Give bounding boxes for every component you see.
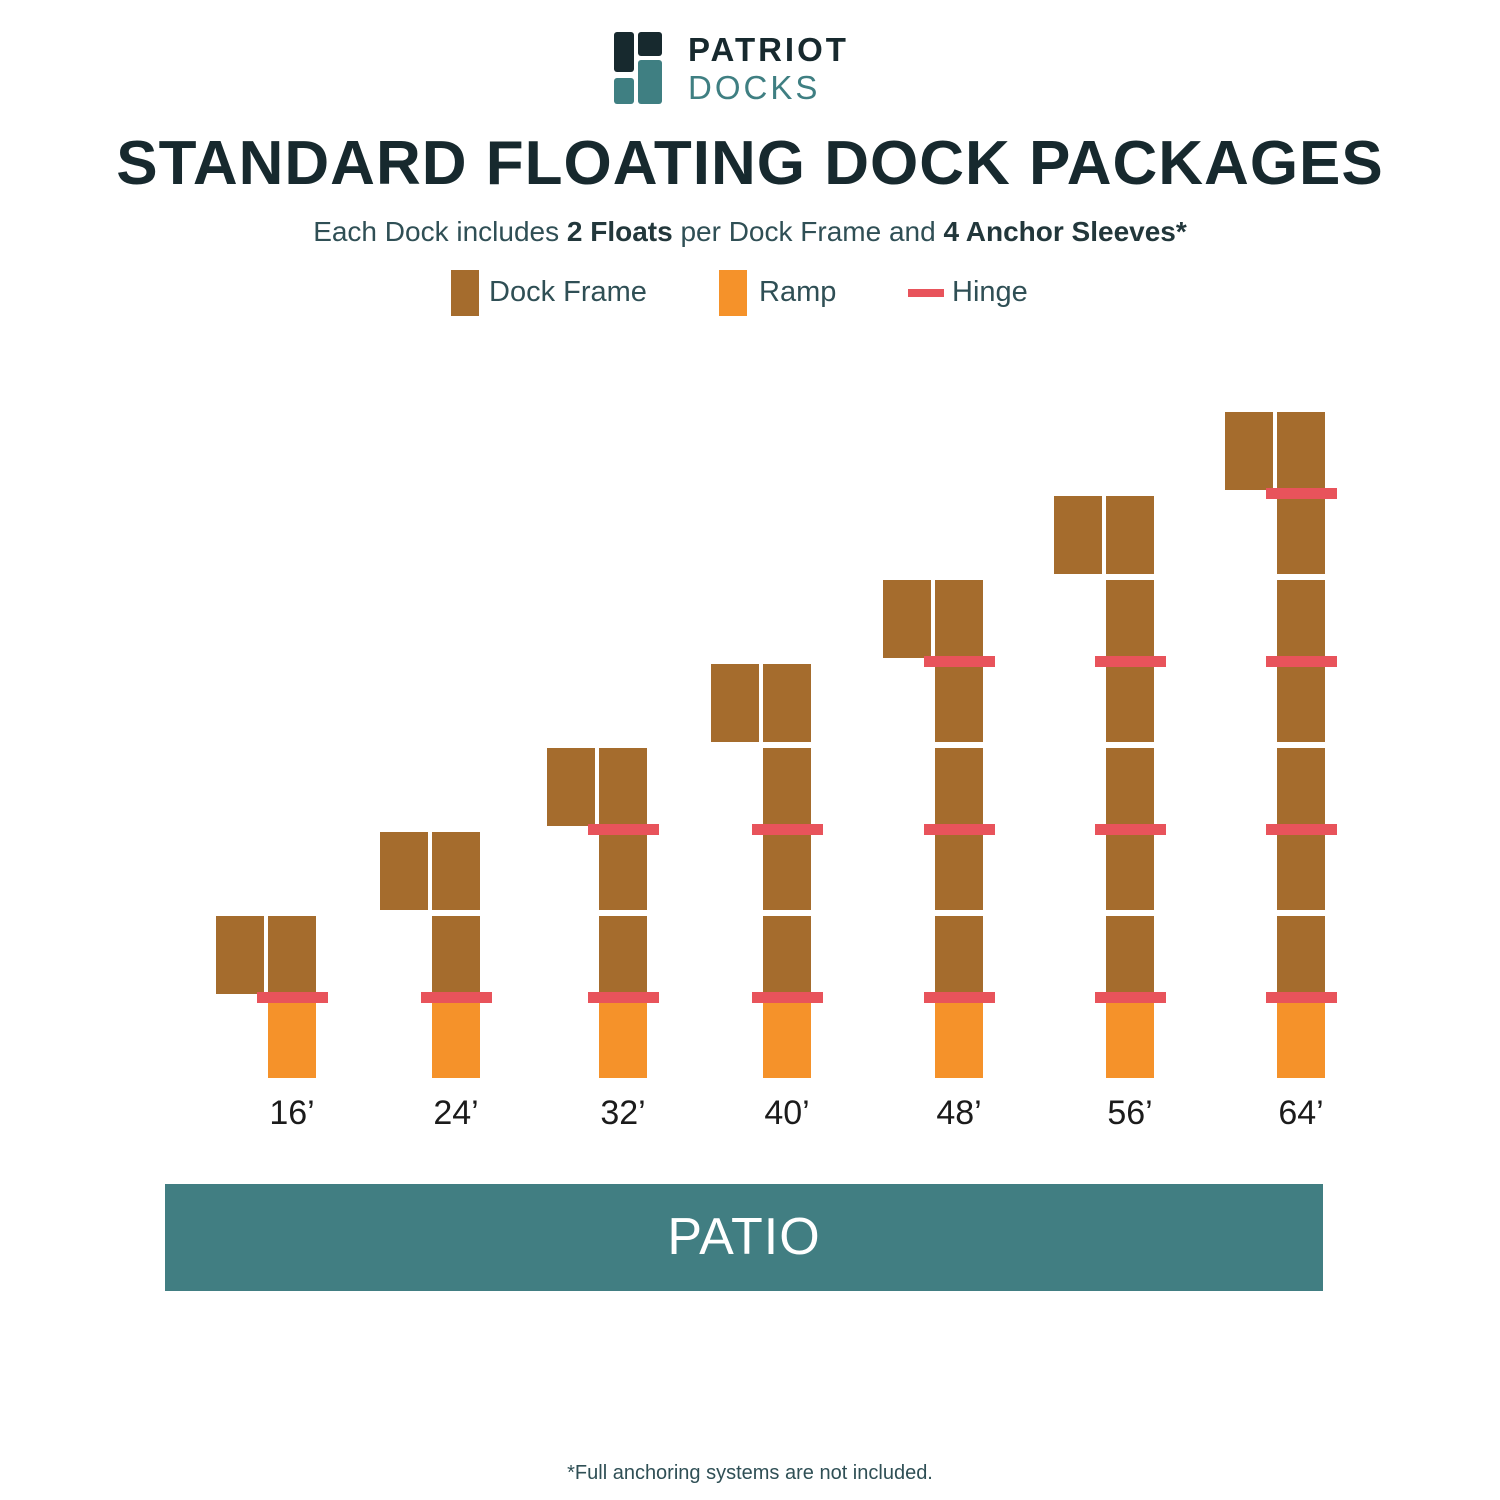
legend-label-hinge: Hinge [952,276,1028,308]
logo-wordmark: PATRIOT DOCKS [688,32,849,106]
dock-frame [432,916,480,994]
hinge [588,992,659,1003]
logo-line-1: PATRIOT [688,31,849,68]
subtitle-floats: 2 Floats [566,216,673,247]
ramp [432,1002,480,1078]
dock-frame [1277,916,1325,994]
legend-label-ramp: Ramp [759,276,837,308]
dock-frame [1106,580,1154,658]
patio-bar: PATIO [165,1184,1323,1291]
dock-frame [216,916,264,994]
dock-frame [380,832,428,910]
dock-frame [547,748,595,826]
hinge [1095,656,1166,667]
dock-frame [1277,748,1325,826]
ramp [935,1002,983,1078]
ramp [599,1002,647,1078]
package-size-label: 48’ [936,1094,982,1132]
hinge [1095,992,1166,1003]
hinge [1095,824,1166,835]
subtitle: Each Dock includes 2 Floats per Dock Fra… [0,216,1500,248]
dock-frame-swatch-icon [451,270,479,316]
dock-frame [599,748,647,826]
dock-frame [599,916,647,994]
dock-frame [1054,496,1102,574]
legend: Dock Frame Ramp Hinge [451,270,1051,318]
dock-frame [935,580,983,658]
dock-frame [1106,748,1154,826]
dock-frame [935,916,983,994]
hinge [752,824,823,835]
ramp-swatch-icon [719,270,747,316]
subtitle-sleeves: 4 Anchor Sleeves [943,216,1176,247]
hinge [1266,488,1337,499]
dock-frame [935,664,983,742]
package-size-label: 40’ [764,1094,810,1132]
ramp [1106,1002,1154,1078]
package-size-label: 64’ [1278,1094,1324,1132]
hinge [1266,992,1337,1003]
dock-frame [432,832,480,910]
subtitle-middle: per Dock Frame and [672,216,944,247]
dock-frame [1277,496,1325,574]
hinge [924,992,995,1003]
package-size-label: 24’ [433,1094,479,1132]
hinge [257,992,328,1003]
ramp [1277,1002,1325,1078]
package-size-label: 32’ [600,1094,646,1132]
dock-frame [1106,496,1154,574]
subtitle-suffix: * [1175,216,1187,247]
dock-frame [1106,916,1154,994]
dock-frame [1225,412,1273,490]
logo-line-2: DOCKS [688,69,821,106]
logo-mark-icon [614,32,662,104]
dock-frame [1277,832,1325,910]
legend-label-frame: Dock Frame [489,276,647,308]
dock-frame [1106,832,1154,910]
dock-frame [1277,580,1325,658]
hinge [421,992,492,1003]
ramp [763,1002,811,1078]
dock-frame [268,916,316,994]
dock-frame [935,832,983,910]
page-title: STANDARD FLOATING DOCK PACKAGES [116,129,1384,198]
dock-frame [1106,664,1154,742]
dock-frame [763,832,811,910]
hinge [1266,824,1337,835]
hinge [588,824,659,835]
hinge-swatch-icon [908,289,944,297]
hinge [752,992,823,1003]
footnote: *Full anchoring systems are not included… [567,1462,933,1484]
package-size-label: 56’ [1107,1094,1153,1132]
dock-frame [1277,664,1325,742]
dock-frame [935,748,983,826]
subtitle-prefix: Each Dock includes [313,216,567,247]
hinge [924,656,995,667]
dock-frame [763,916,811,994]
dock-frame [763,664,811,742]
brand-logo: PATRIOT DOCKS [614,32,894,108]
dock-frame [599,832,647,910]
package-size-label: 16’ [269,1094,315,1132]
dock-frame [711,664,759,742]
hinge [1266,656,1337,667]
ramp [268,1002,316,1078]
dock-frame [1277,412,1325,490]
dock-frame [763,748,811,826]
dock-frame [883,580,931,658]
hinge [924,824,995,835]
